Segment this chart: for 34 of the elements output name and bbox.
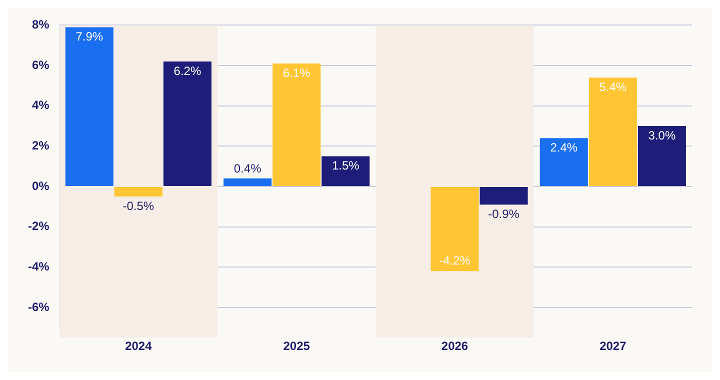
data-label: 6.1%: [282, 66, 311, 80]
y-tick-label: -6%: [28, 300, 50, 314]
data-label: 3.0%: [648, 128, 676, 142]
bar: [540, 138, 588, 186]
data-label: 2.4%: [550, 140, 578, 154]
y-tick-label: 4%: [32, 98, 50, 112]
bar: [588, 78, 637, 186]
data-label: 6.2%: [174, 64, 202, 78]
bar: [65, 27, 114, 186]
bar: [322, 156, 370, 186]
y-tick-label: -4%: [28, 259, 50, 274]
data-label: -4.2%: [439, 253, 471, 268]
data-label: 1.5%: [332, 158, 360, 173]
bar: [480, 186, 528, 205]
data-label: -0.5%: [122, 198, 154, 213]
x-tick-label: 2027: [600, 339, 627, 354]
bar: [430, 186, 479, 272]
y-tick-label: -2%: [28, 219, 50, 234]
data-label: 0.4%: [234, 162, 262, 176]
bar: [272, 64, 321, 186]
x-tick-label: 2025: [283, 339, 310, 354]
bar: [638, 126, 686, 186]
data-label: 5.4%: [599, 80, 627, 94]
bar: [163, 61, 212, 186]
x-tick-label: 2024: [125, 339, 152, 354]
y-tick-label: 0%: [32, 178, 50, 193]
x-tick-label: 2026: [441, 339, 468, 354]
y-tick-label: 2%: [32, 138, 50, 152]
data-label: -0.9%: [488, 206, 520, 221]
data-label: 7.9%: [76, 30, 104, 44]
y-tick-label: 8%: [32, 18, 50, 32]
y-tick-label: 6%: [32, 58, 50, 72]
bar: [114, 186, 162, 197]
bar: [224, 178, 272, 186]
